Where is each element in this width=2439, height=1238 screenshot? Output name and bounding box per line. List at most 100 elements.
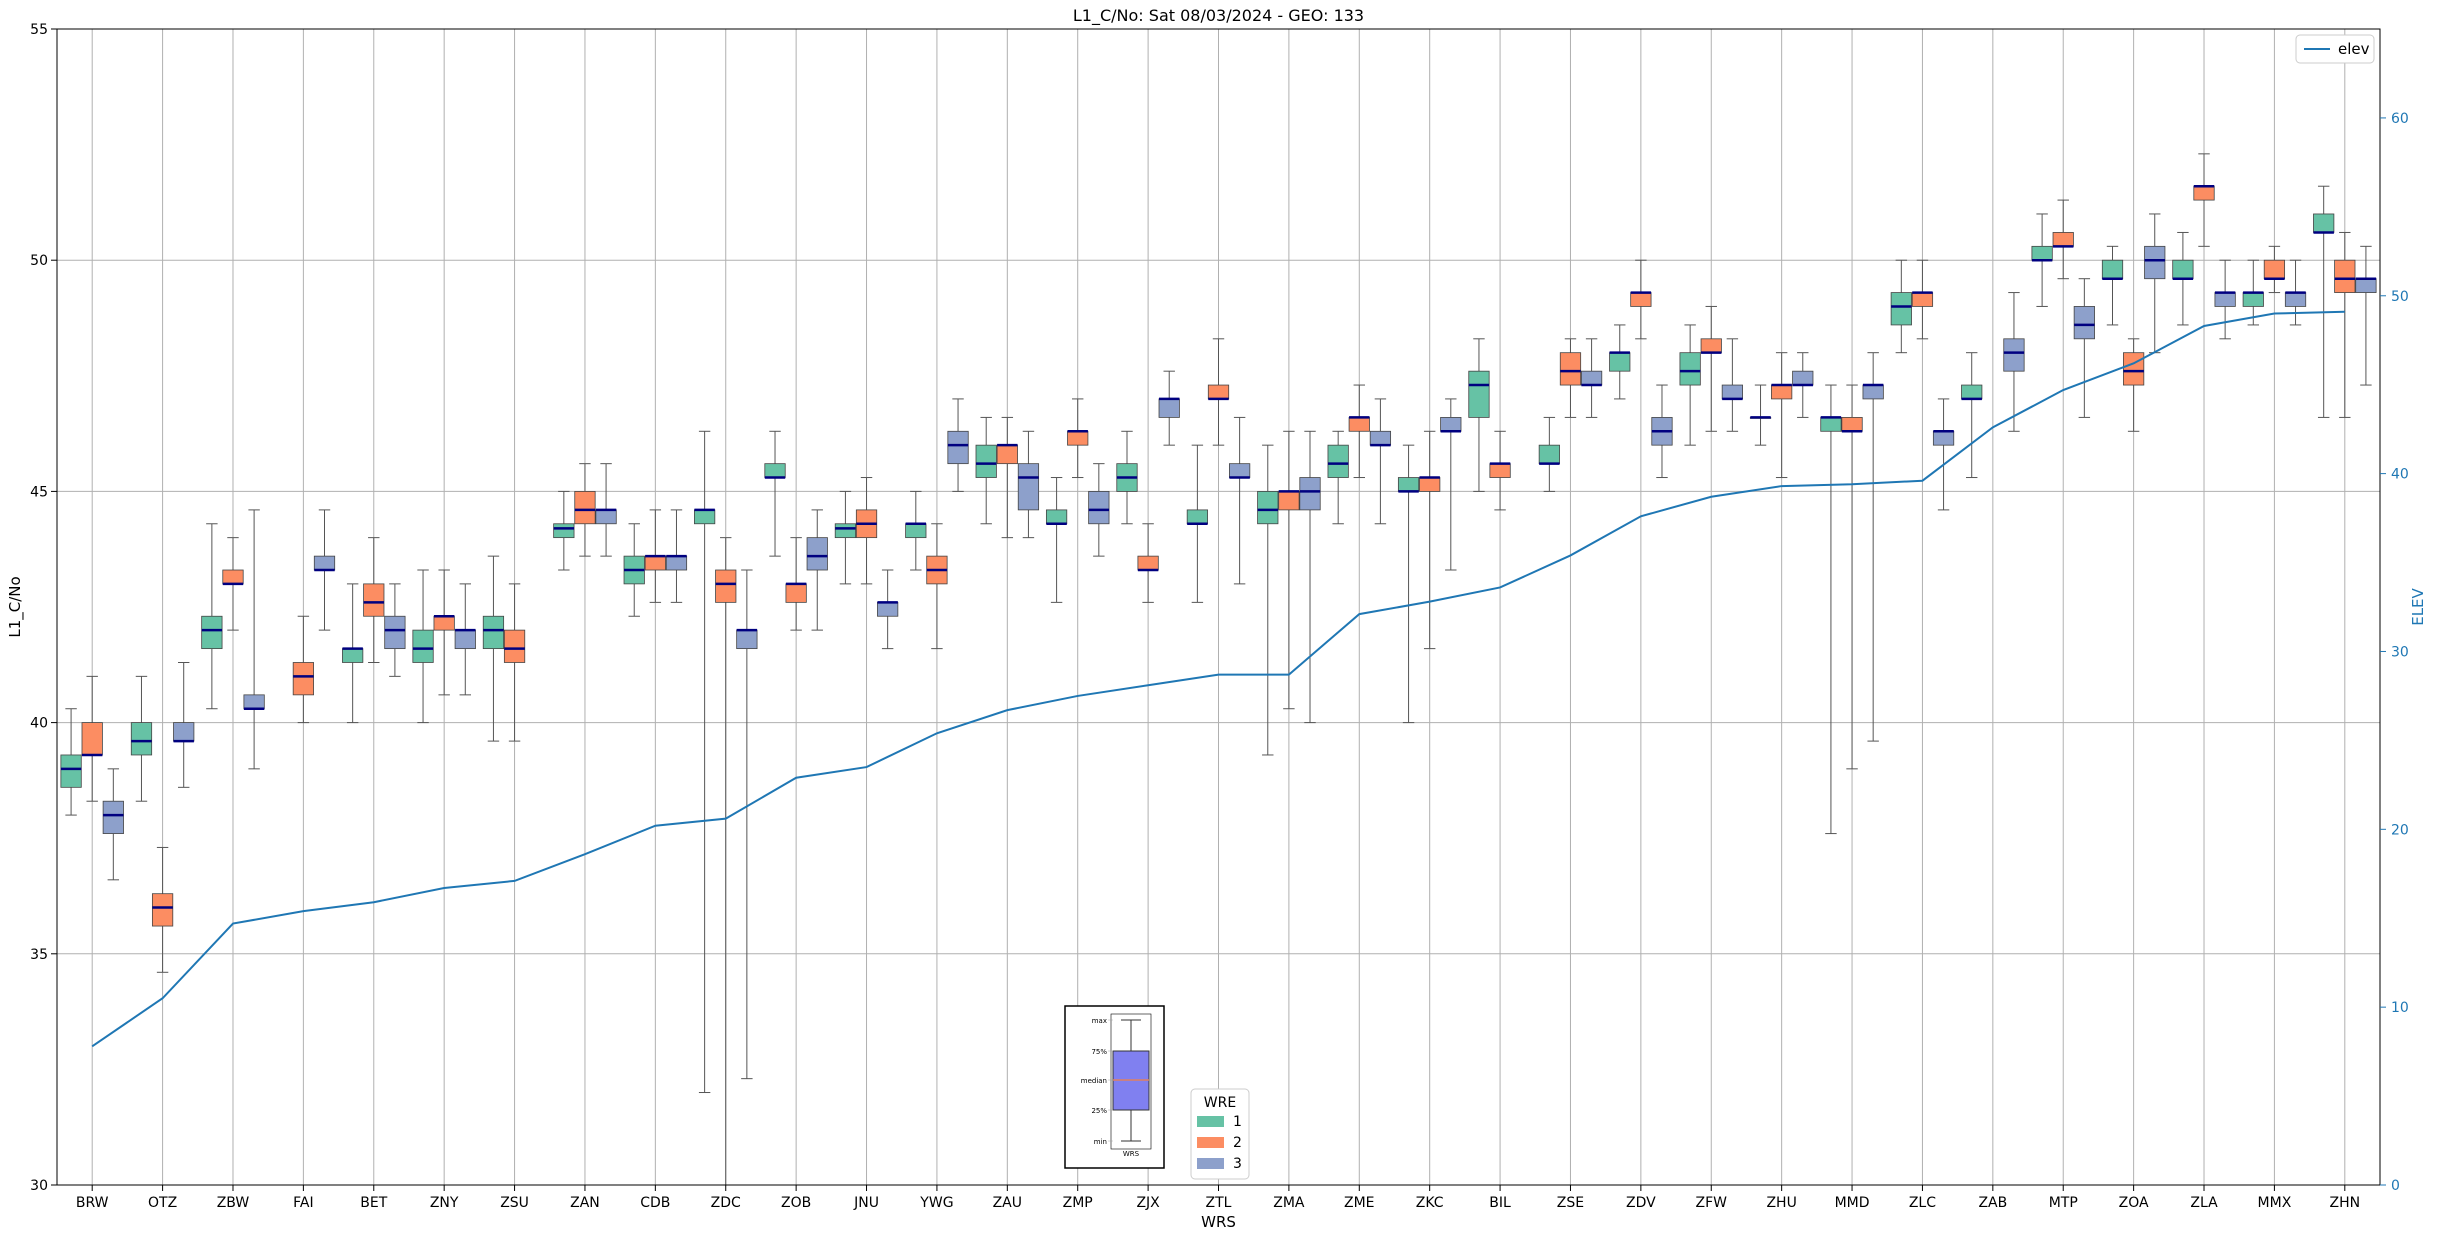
box-wre-2 (1278, 430, 1300, 710)
box-body (947, 430, 969, 465)
box-body (1440, 417, 1462, 432)
box-body (1911, 292, 1934, 307)
box-wre-2 (1067, 398, 1089, 479)
legend-swatch-3 (1197, 1158, 1224, 1169)
legend-label-3: 3 (1233, 1156, 1242, 1172)
x-tick-label: BIL (1489, 1195, 1511, 1211)
box-wre-2 (292, 615, 314, 724)
x-tick-label: OTZ (148, 1195, 177, 1211)
box-wre-1 (1538, 416, 1560, 492)
box-body (1630, 292, 1652, 307)
box-body (2123, 352, 2145, 386)
box-body (1369, 430, 1392, 446)
box-body (2101, 259, 2124, 280)
box-body (1207, 384, 1230, 400)
box-wre-1 (1397, 444, 1420, 724)
box-body (1278, 490, 1300, 511)
x-tick-label: BRW (76, 1195, 109, 1211)
box-wre-1 (1116, 430, 1138, 525)
box-wre-3 (877, 569, 899, 650)
box-wre-2 (2193, 153, 2215, 247)
box-wre-3 (1229, 416, 1251, 585)
box-wre-3 (1440, 398, 1462, 571)
box-body (1158, 398, 1180, 418)
legend-label-2: 2 (1233, 1135, 1242, 1151)
box-wre-3 (1299, 430, 1321, 724)
box-body (1820, 417, 1842, 432)
box-body (715, 569, 737, 603)
box-wre-3 (173, 661, 195, 788)
box-body (1229, 463, 1251, 478)
box-body (553, 523, 575, 539)
box-body (1538, 444, 1560, 465)
box-wre-2 (926, 523, 948, 650)
box-body (1088, 490, 1110, 525)
box-body (503, 629, 526, 663)
x-tick-label: CDB (640, 1195, 670, 1211)
box-body (1299, 477, 1321, 511)
box-body (595, 509, 617, 525)
box-body (1721, 384, 1743, 400)
box-body (1327, 444, 1349, 478)
box-wre-2 (1771, 352, 1793, 479)
x-tick-label: ZOA (2119, 1195, 2149, 1211)
x-tick-label: JNU (853, 1195, 879, 1211)
y-tick-label: 55 (30, 22, 48, 38)
box-body (1137, 555, 1159, 571)
box-body (1890, 292, 1912, 326)
box-wre-3 (454, 583, 476, 696)
box-wre-1 (2313, 185, 2335, 418)
x-tick-label: ZKC (1416, 1195, 1444, 1211)
x-tick-label: ZSU (500, 1195, 529, 1211)
box-wre-2 (1559, 338, 1582, 418)
box-wre-3 (1721, 338, 1743, 432)
box-wre-1 (1257, 444, 1279, 756)
y-tick-label: 30 (30, 1178, 48, 1194)
box-wre-2 (2052, 199, 2074, 280)
box-body (2214, 292, 2236, 307)
x-tick-label: ZOB (781, 1195, 811, 1211)
box-wre-3 (2073, 278, 2095, 418)
box-body (2193, 185, 2215, 201)
box-wre-2 (363, 537, 385, 663)
box-body (60, 754, 82, 788)
x-tick-label: ZAN (570, 1195, 600, 1211)
box-wre-2 (81, 675, 103, 802)
box-body (2355, 278, 2377, 293)
box-plots (60, 153, 2377, 1186)
box-body (1419, 477, 1441, 492)
x-tick-label: ZFW (1696, 1195, 1728, 1211)
box-wre-2 (503, 583, 526, 742)
legend-swatch-2 (1197, 1137, 1224, 1148)
y2-tick-label: 30 (2391, 644, 2409, 660)
box-body (694, 509, 716, 525)
box-body (2144, 245, 2166, 280)
chart-title: L1_C/No: Sat 08/03/2024 - GEO: 133 (1073, 6, 1364, 26)
box-body (1841, 417, 1863, 432)
box-wre-1 (1749, 384, 1772, 446)
x-tick-label: ZHU (1766, 1195, 1796, 1211)
box-wre-2 (2263, 245, 2286, 294)
x-tick-label: ZHN (2330, 1195, 2361, 1211)
box-body (243, 694, 265, 710)
box-body (412, 629, 434, 663)
box-wre-3 (595, 463, 617, 557)
box-wre-1 (905, 490, 927, 571)
box-wre-1 (1679, 324, 1701, 446)
box-body (173, 722, 195, 742)
box-body (1186, 509, 1208, 525)
box-wre-3 (1369, 398, 1392, 525)
x-tick-label: ZAU (993, 1195, 1022, 1211)
y2-axis-label: ELEV (2409, 587, 2427, 625)
box-body (363, 583, 385, 617)
box-body (2003, 338, 2025, 372)
box-wre-2 (1911, 259, 1934, 340)
box-wre-1 (1045, 477, 1068, 603)
x-tick-label: BET (360, 1195, 387, 1211)
inset-inner-frame (1110, 1013, 1152, 1150)
box-wre-2 (1137, 523, 1159, 603)
legend-elev-label: elev (2338, 40, 2370, 58)
box-body (834, 523, 857, 539)
box-wre-2 (785, 537, 807, 631)
box-body (454, 629, 476, 650)
